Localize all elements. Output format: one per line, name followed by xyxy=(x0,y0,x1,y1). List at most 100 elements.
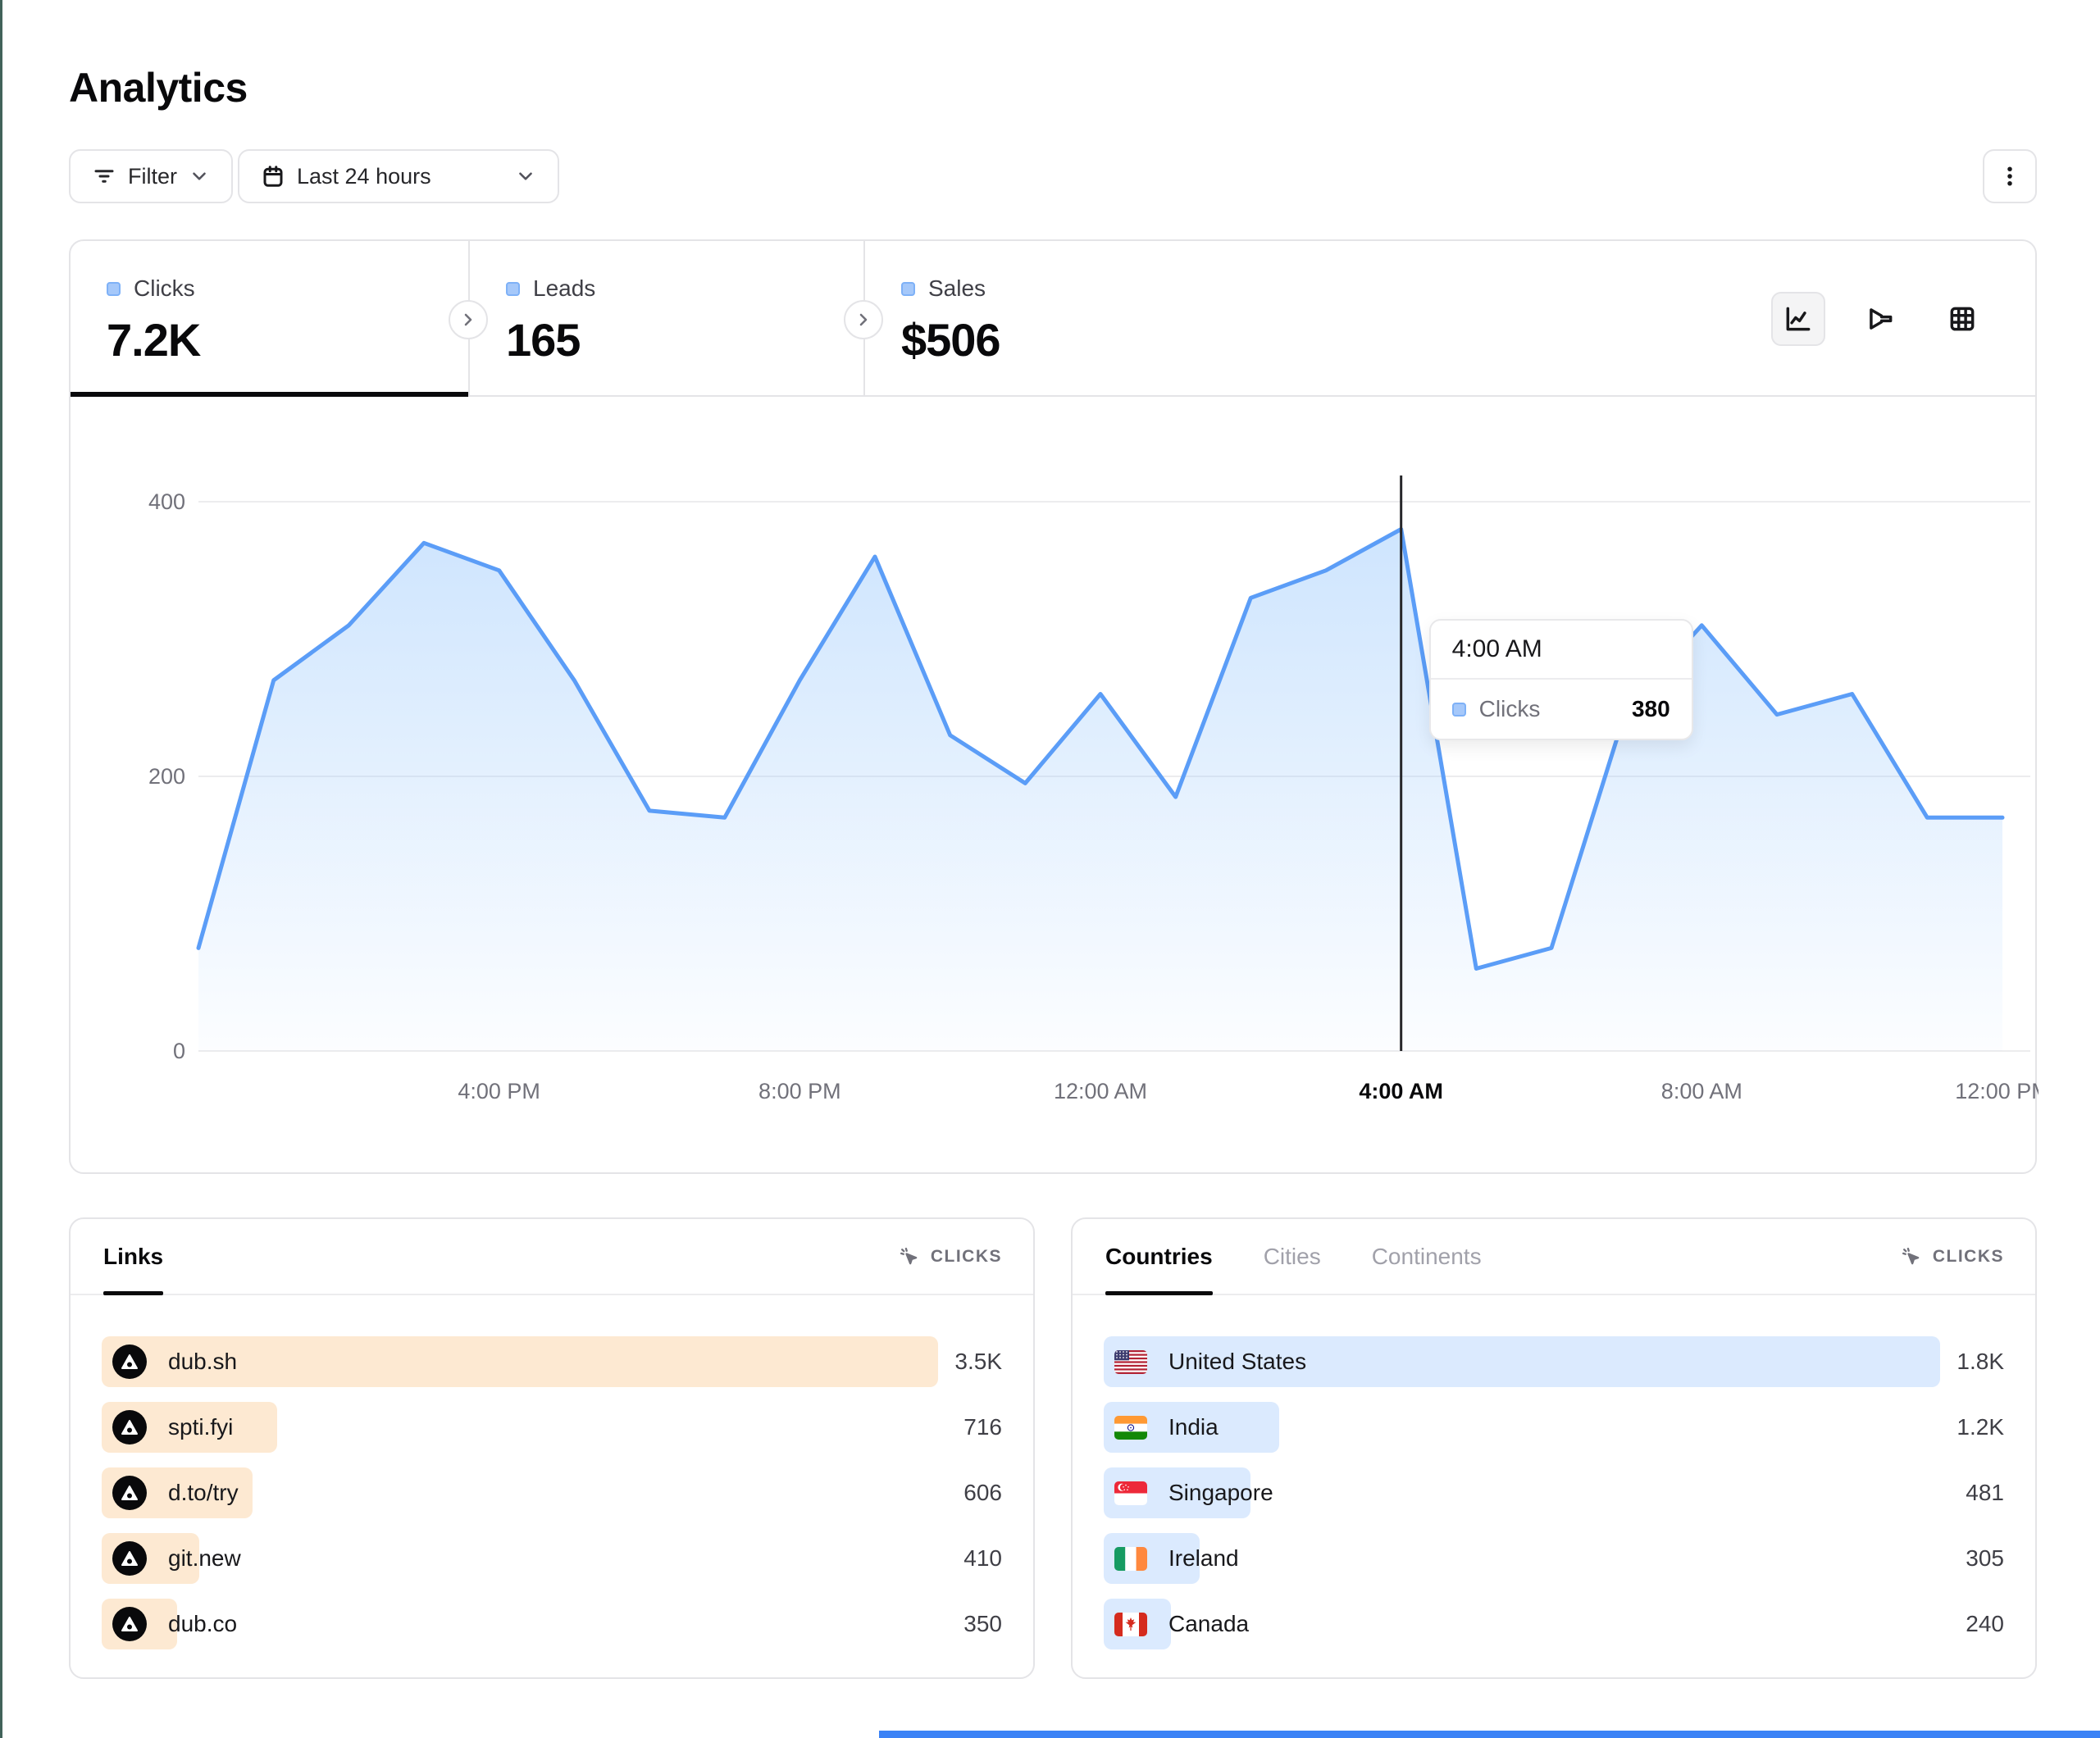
leads-legend-swatch xyxy=(506,281,520,296)
chevron-down-icon xyxy=(189,166,210,187)
chart-type-switcher xyxy=(1771,292,1989,346)
row-value: 3.5K xyxy=(954,1349,1002,1374)
row-label: dub.sh xyxy=(168,1349,238,1374)
svg-text:12:00 AM: 12:00 AM xyxy=(1054,1079,1147,1103)
ca-flag-icon xyxy=(1114,1612,1147,1636)
tooltip-value: 380 xyxy=(1631,696,1670,721)
date-range-button[interactable]: Last 24 hours xyxy=(238,149,559,203)
filter-button[interactable]: Filter xyxy=(69,149,233,203)
row-label: Canada xyxy=(1168,1611,1250,1636)
country-row[interactable]: Canada 240 xyxy=(1104,1599,2004,1649)
link-row[interactable]: spti.fyi 716 xyxy=(102,1402,1002,1453)
countries-tab-label: Countries xyxy=(1105,1243,1213,1269)
us-flag-icon xyxy=(1114,1349,1147,1374)
svg-text:200: 200 xyxy=(148,764,185,789)
svg-text:8:00 PM: 8:00 PM xyxy=(758,1079,841,1103)
links-metric-label: CLICKS xyxy=(930,1246,1002,1266)
row-value: 716 xyxy=(963,1414,1002,1440)
row-label: United States xyxy=(1168,1349,1307,1374)
continents-tab-label: Continents xyxy=(1371,1243,1482,1269)
clicks-tab-label: Clicks xyxy=(134,275,195,301)
links-tab-label: Links xyxy=(103,1243,164,1269)
leads-tab-label: Leads xyxy=(533,275,596,301)
more-options-button[interactable] xyxy=(1983,149,2037,203)
row-value: 1.2K xyxy=(1957,1414,2004,1440)
calendar-icon xyxy=(261,164,285,189)
chart-canvas: 0 200 400 4:00 PM 8:00 PM 12:00 AM 4:00 AM 8:00… xyxy=(148,475,2050,1103)
tab-clicks[interactable]: Clicks 7.2K xyxy=(71,241,468,397)
row-label: dub.co xyxy=(168,1611,238,1636)
row-value: 606 xyxy=(963,1480,1002,1505)
row-label: git.new xyxy=(168,1545,241,1571)
analytics-card: Clicks 7.2K Leads 165 xyxy=(69,239,2050,1174)
country-row[interactable]: United States 1.8K xyxy=(1104,1336,2004,1387)
next-metric-chevron-button[interactable] xyxy=(449,300,488,339)
sales-tab-value: $506 xyxy=(901,314,1001,366)
countries-tab-underline xyxy=(1105,1291,1213,1295)
row-label: spti.fyi xyxy=(168,1414,234,1440)
svg-text:4:00 AM: 4:00 AM xyxy=(1359,1079,1443,1103)
page-title: Analytics xyxy=(69,65,248,111)
row-value: 240 xyxy=(1966,1611,2004,1636)
countries-card-header: Countries Cities Continents CLICKS xyxy=(1073,1219,2035,1295)
table-view-button[interactable] xyxy=(1935,292,1989,346)
date-range-label: Last 24 hours xyxy=(297,163,431,189)
tab-continents[interactable]: Continents xyxy=(1372,1219,1482,1294)
countries-metric-selector[interactable]: CLICKS xyxy=(1900,1245,2004,1268)
tab-leads[interactable]: Leads 165 xyxy=(470,241,863,395)
sales-legend-swatch xyxy=(901,281,915,296)
link-row[interactable]: d.to/try 606 xyxy=(102,1467,1002,1518)
links-metric-selector[interactable]: CLICKS xyxy=(898,1245,1002,1268)
bottom-edge-decoration xyxy=(879,1731,2100,1738)
sales-tab-label: Sales xyxy=(928,275,986,301)
links-card-header: Links CLICKS xyxy=(71,1219,1033,1295)
filter-button-label: Filter xyxy=(128,163,177,189)
svg-text:0: 0 xyxy=(173,1039,185,1063)
dub-logo-icon xyxy=(112,1344,147,1379)
link-row[interactable]: dub.co 350 xyxy=(102,1599,1002,1649)
countries-card: Countries Cities Continents CLICKS xyxy=(1071,1217,2037,1679)
link-row[interactable]: dub.sh 3.5K xyxy=(102,1336,1002,1387)
countries-metric-label: CLICKS xyxy=(1932,1246,2004,1266)
cursor-click-icon xyxy=(898,1245,921,1268)
tab-cities[interactable]: Cities xyxy=(1264,1219,1321,1294)
line-chart-icon xyxy=(1786,307,1811,331)
cities-tab-label: Cities xyxy=(1263,1243,1321,1269)
svg-text:400: 400 xyxy=(148,489,185,514)
chart-tooltip: 4:00 AM Clicks 380 xyxy=(1428,619,1693,740)
value-bar xyxy=(1104,1336,1940,1387)
svg-text:12:00 PM: 12:00 PM xyxy=(1955,1079,2039,1103)
chevron-down-icon xyxy=(515,166,536,187)
row-value: 481 xyxy=(1966,1480,2004,1505)
row-value: 410 xyxy=(963,1545,1002,1571)
dub-logo-icon xyxy=(112,1541,147,1576)
ie-flag-icon xyxy=(1114,1546,1147,1571)
funnel-view-button[interactable] xyxy=(1853,292,1907,346)
country-row[interactable]: Singapore 481 xyxy=(1104,1467,2004,1518)
country-row[interactable]: India 1.2K xyxy=(1104,1402,2004,1453)
links-list: dub.sh 3.5K spti.fyi 716 d.to/try 606 git.n… xyxy=(71,1336,1033,1664)
country-row[interactable]: Ireland 305 xyxy=(1104,1533,2004,1584)
dub-logo-icon xyxy=(112,1607,147,1641)
metric-tabs-row: Clicks 7.2K Leads 165 xyxy=(71,241,2035,397)
chevron-right-icon xyxy=(859,313,868,326)
link-row[interactable]: git.new 410 xyxy=(102,1533,1002,1584)
left-edge-decoration xyxy=(0,0,2,1738)
clicks-area-chart[interactable]: 0 200 400 4:00 PM 8:00 PM 12:00 AM 4:00 AM 8:00… xyxy=(71,397,2050,1172)
sg-flag-icon xyxy=(1114,1481,1147,1505)
funnel-icon xyxy=(1870,308,1893,330)
tooltip-series-label: Clicks xyxy=(1478,696,1541,721)
tab-sales[interactable]: Sales $506 xyxy=(865,241,1357,395)
row-label: d.to/try xyxy=(168,1480,239,1505)
links-tab-underline xyxy=(103,1291,164,1295)
kebab-menu-icon xyxy=(1998,164,2022,189)
grid-icon xyxy=(1950,307,1975,331)
next-metric-chevron-button[interactable] xyxy=(844,300,883,339)
active-tab-underline xyxy=(71,392,468,397)
dub-logo-icon xyxy=(112,1410,147,1445)
tab-links[interactable]: Links xyxy=(103,1219,164,1295)
tooltip-legend-swatch xyxy=(1451,702,1466,717)
tab-countries[interactable]: Countries xyxy=(1105,1219,1213,1295)
chevron-right-icon xyxy=(464,313,472,326)
line-chart-view-button[interactable] xyxy=(1771,292,1825,346)
